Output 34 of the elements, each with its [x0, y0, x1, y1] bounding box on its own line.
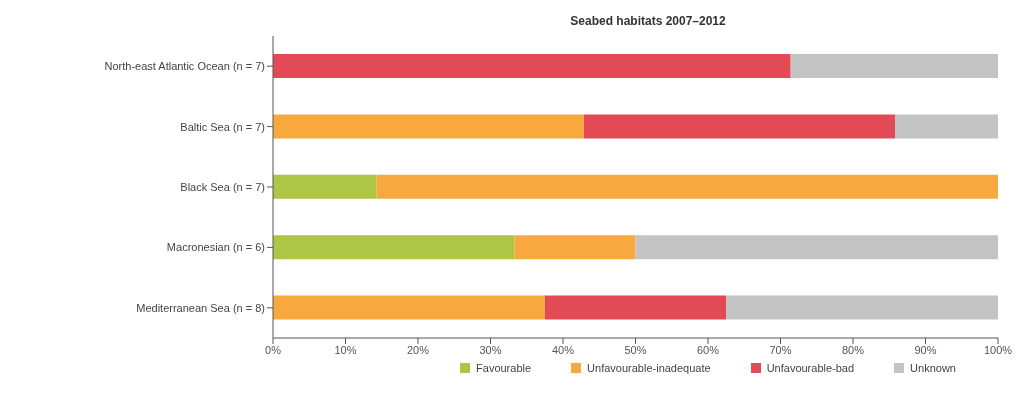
- bar: [544, 295, 727, 320]
- bar: [273, 235, 515, 260]
- y-tick-label: North-east Atlantic Ocean (n = 7): [104, 60, 265, 73]
- bar: [895, 114, 998, 139]
- legend-label: Unfavourable-bad: [766, 362, 855, 374]
- x-tick-label: 100%: [983, 343, 1013, 356]
- bar: [273, 54, 791, 78]
- bar: [273, 174, 377, 199]
- y-tick-label: Mediterranean Sea (n = 8): [136, 301, 265, 314]
- x-tick-label: 50%: [624, 343, 647, 356]
- chart-title: Seabed habitats 2007–2012: [569, 14, 727, 28]
- y-tick-label: Macronesian (n = 6): [166, 241, 265, 254]
- x-tick-label: 20%: [406, 343, 430, 356]
- x-tick-label: 0%: [265, 343, 282, 356]
- bar: [376, 174, 998, 199]
- legend-label: Unfavourable-inadequate: [587, 362, 711, 374]
- x-tick-label: 60%: [696, 343, 720, 356]
- x-tick-label: 30%: [479, 343, 502, 356]
- bar: [726, 295, 998, 320]
- bar: [273, 295, 545, 320]
- bar: [790, 54, 998, 78]
- x-tick-label: 40%: [551, 343, 575, 356]
- bar: [635, 235, 998, 260]
- y-tick-label: Baltic Sea (n = 7): [180, 120, 265, 133]
- bar: [514, 235, 636, 260]
- y-tick-label: Black Sea (n = 7): [180, 180, 265, 193]
- x-tick-label: 90%: [914, 343, 937, 356]
- x-tick-label: 80%: [841, 343, 865, 356]
- legend-label: Favourable: [476, 362, 532, 374]
- x-tick-label: 70%: [769, 343, 792, 356]
- bar: [584, 114, 896, 139]
- legend-label: Unknown: [910, 362, 956, 374]
- bar: [273, 114, 585, 139]
- x-tick-label: 10%: [334, 343, 357, 356]
